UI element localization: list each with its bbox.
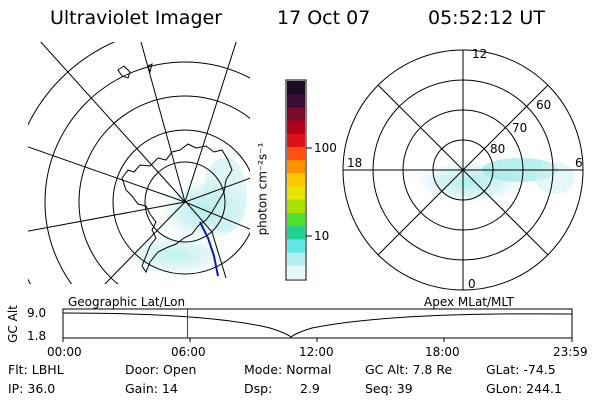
altitude-x-tick-1200: 12:00 xyxy=(299,345,334,359)
mlt-label-18: 18 xyxy=(347,156,363,170)
colorbar-swatch xyxy=(287,107,305,122)
status-dsp-value: 2.9 xyxy=(300,381,320,396)
altitude-axis-title: GC Alt xyxy=(5,305,20,343)
colorbar-swatch xyxy=(287,239,305,254)
geo-latitude-circles xyxy=(28,42,250,284)
status-ip: IP: 36.0 xyxy=(8,381,56,396)
colorbar-swatch xyxy=(287,147,305,161)
colorbar-swatch xyxy=(287,173,305,188)
status-seq: Seq: 39 xyxy=(365,381,413,396)
colorbar-swatch xyxy=(287,81,305,95)
instrument-title: Ultraviolet Imager xyxy=(50,7,223,29)
mlat-label-70: 70 xyxy=(512,121,528,135)
status-gain: Gain: 14 xyxy=(125,381,178,396)
colorbar-swatch xyxy=(287,199,305,214)
south-america-tip xyxy=(117,63,153,79)
polar-projection-label: Apex MLat/MLT xyxy=(424,295,514,309)
status-glat: GLat: -74.5 xyxy=(486,362,556,377)
date-label: 17 Oct 07 xyxy=(277,7,371,29)
colorbar-swatch xyxy=(287,252,305,267)
altitude-x-tick-2359: 23:59 xyxy=(553,345,588,359)
mlt-label-12: 12 xyxy=(472,47,488,61)
geographic-map xyxy=(28,42,250,284)
geo-meridians xyxy=(28,42,250,284)
colorbar-label-10: 10 xyxy=(314,229,330,243)
altitude-x-tick-0000: 00:00 xyxy=(47,345,82,359)
colorbar-label-100: 100 xyxy=(314,141,337,155)
colorbar-unit-label: photon cm⁻²s⁻¹ xyxy=(255,142,270,236)
altitude-x-tick-1800: 18:00 xyxy=(425,345,460,359)
geo-projection-label: Geographic Lat/Lon xyxy=(68,295,186,309)
colorbar-swatch xyxy=(287,213,305,227)
antarctica-coastline xyxy=(121,143,233,274)
mlt-label-6: 6 xyxy=(575,156,583,170)
colorbar-swatch xyxy=(287,120,305,135)
status-gc-alt: GC Alt: 7.8 Re xyxy=(365,362,453,377)
polar-mlt-lines xyxy=(343,50,583,290)
status-mode: Mode: Normal xyxy=(244,362,332,377)
status-glon: GLon: 244.1 xyxy=(486,381,562,396)
altitude-plot xyxy=(62,308,573,342)
time-label: 05:52:12 UT xyxy=(428,7,545,29)
terminator-line xyxy=(185,201,227,279)
colorbar-swatch xyxy=(287,265,305,280)
altitude-y-tick-high: 9.0 xyxy=(27,306,47,320)
status-door: Door: Open xyxy=(125,362,197,377)
colorbar-swatch xyxy=(287,160,305,174)
altitude-y-tick-low: 1.8 xyxy=(27,329,47,343)
status-dsp-label: Dsp: xyxy=(244,381,273,396)
colorbar-swatch xyxy=(287,226,305,240)
altitude-curve xyxy=(62,312,573,338)
mlat-label-60: 60 xyxy=(536,98,552,112)
colorbar-swatch xyxy=(287,133,305,148)
mlat-label-80: 80 xyxy=(490,142,506,156)
altitude-x-ticks xyxy=(62,338,573,342)
colorbar xyxy=(285,79,312,281)
colorbar-swatch xyxy=(287,94,305,108)
status-flt: Flt: LBHL xyxy=(8,362,64,377)
mlt-label-0: 0 xyxy=(468,277,476,291)
ground-track xyxy=(199,221,219,277)
colorbar-swatch xyxy=(287,186,305,201)
altitude-x-tick-0600: 06:00 xyxy=(171,345,206,359)
polar-map xyxy=(342,49,584,291)
